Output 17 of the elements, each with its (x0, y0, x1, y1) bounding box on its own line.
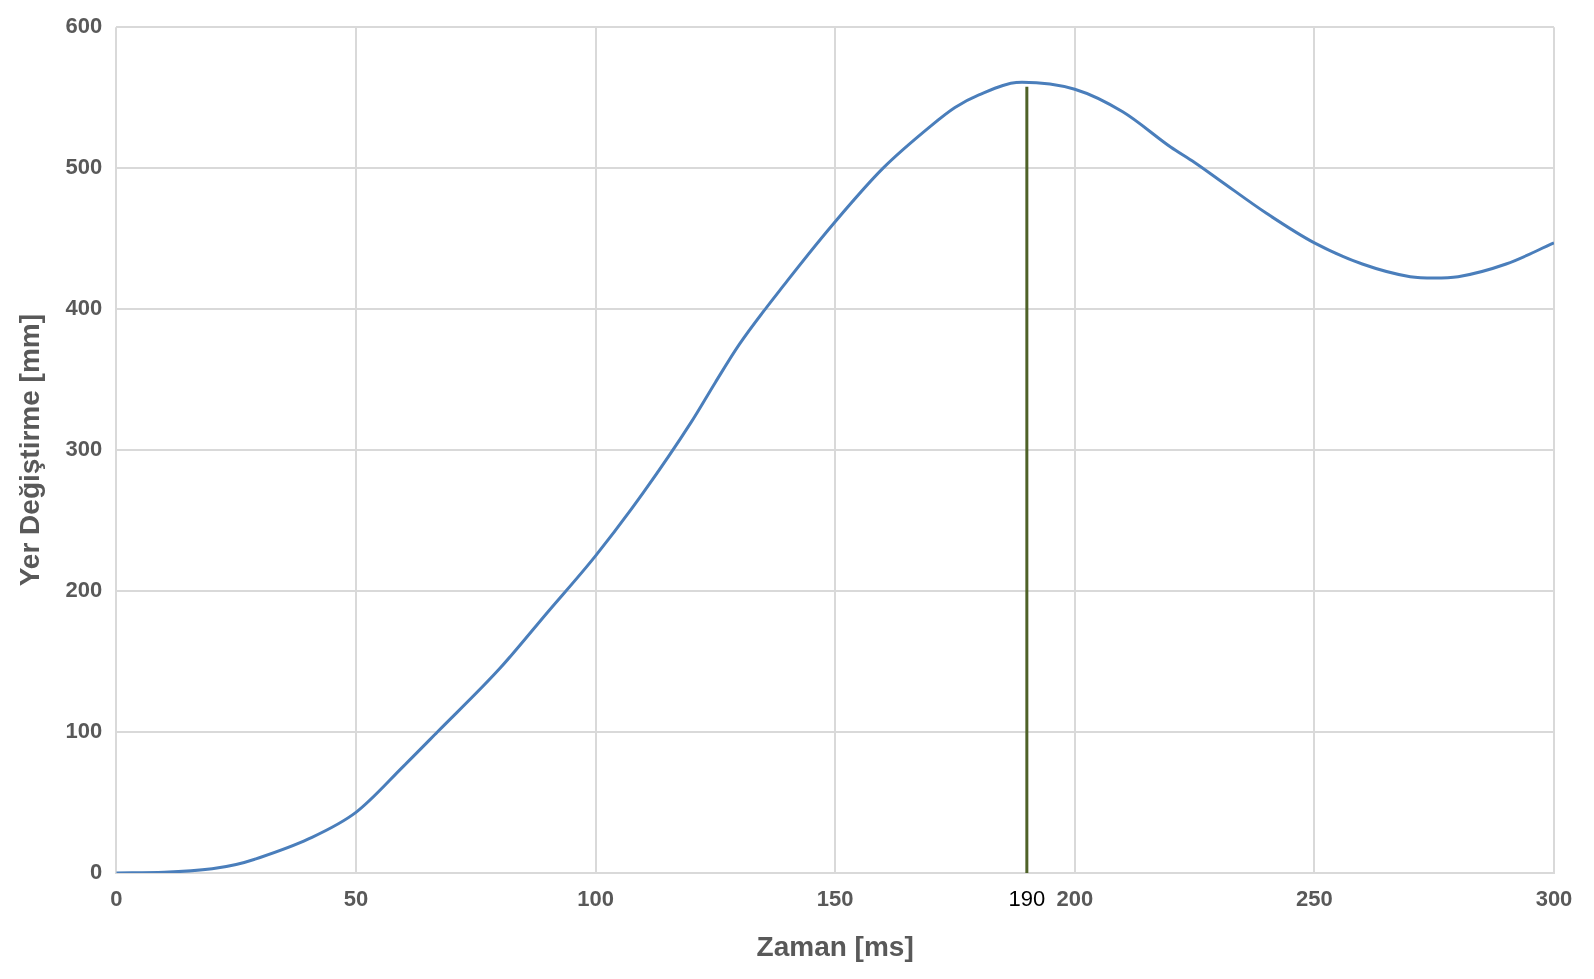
y-tick-label: 300 (65, 436, 103, 462)
x-tick-label: 0 (110, 886, 123, 912)
y-tick-label: 0 (90, 859, 103, 885)
x-tick-label: 200 (1056, 886, 1094, 912)
y-axis-title: Yer Değiştirme [mm] (13, 313, 45, 587)
y-tick-label: 200 (65, 577, 103, 603)
x-tick-label: 300 (1535, 886, 1573, 912)
y-tick-label: 500 (65, 154, 103, 180)
y-tick-label: 100 (65, 718, 103, 744)
x-tick-label: 150 (816, 886, 854, 912)
ref-line-label: 190 (1008, 886, 1046, 912)
x-tick-label: 100 (577, 886, 614, 912)
y-tick-label: 400 (65, 295, 103, 321)
x-axis-title: Zaman [ms] (756, 930, 914, 962)
x-tick-label: 250 (1296, 886, 1333, 912)
x-tick-label: 50 (343, 886, 369, 912)
y-tick-label: 600 (65, 13, 103, 39)
